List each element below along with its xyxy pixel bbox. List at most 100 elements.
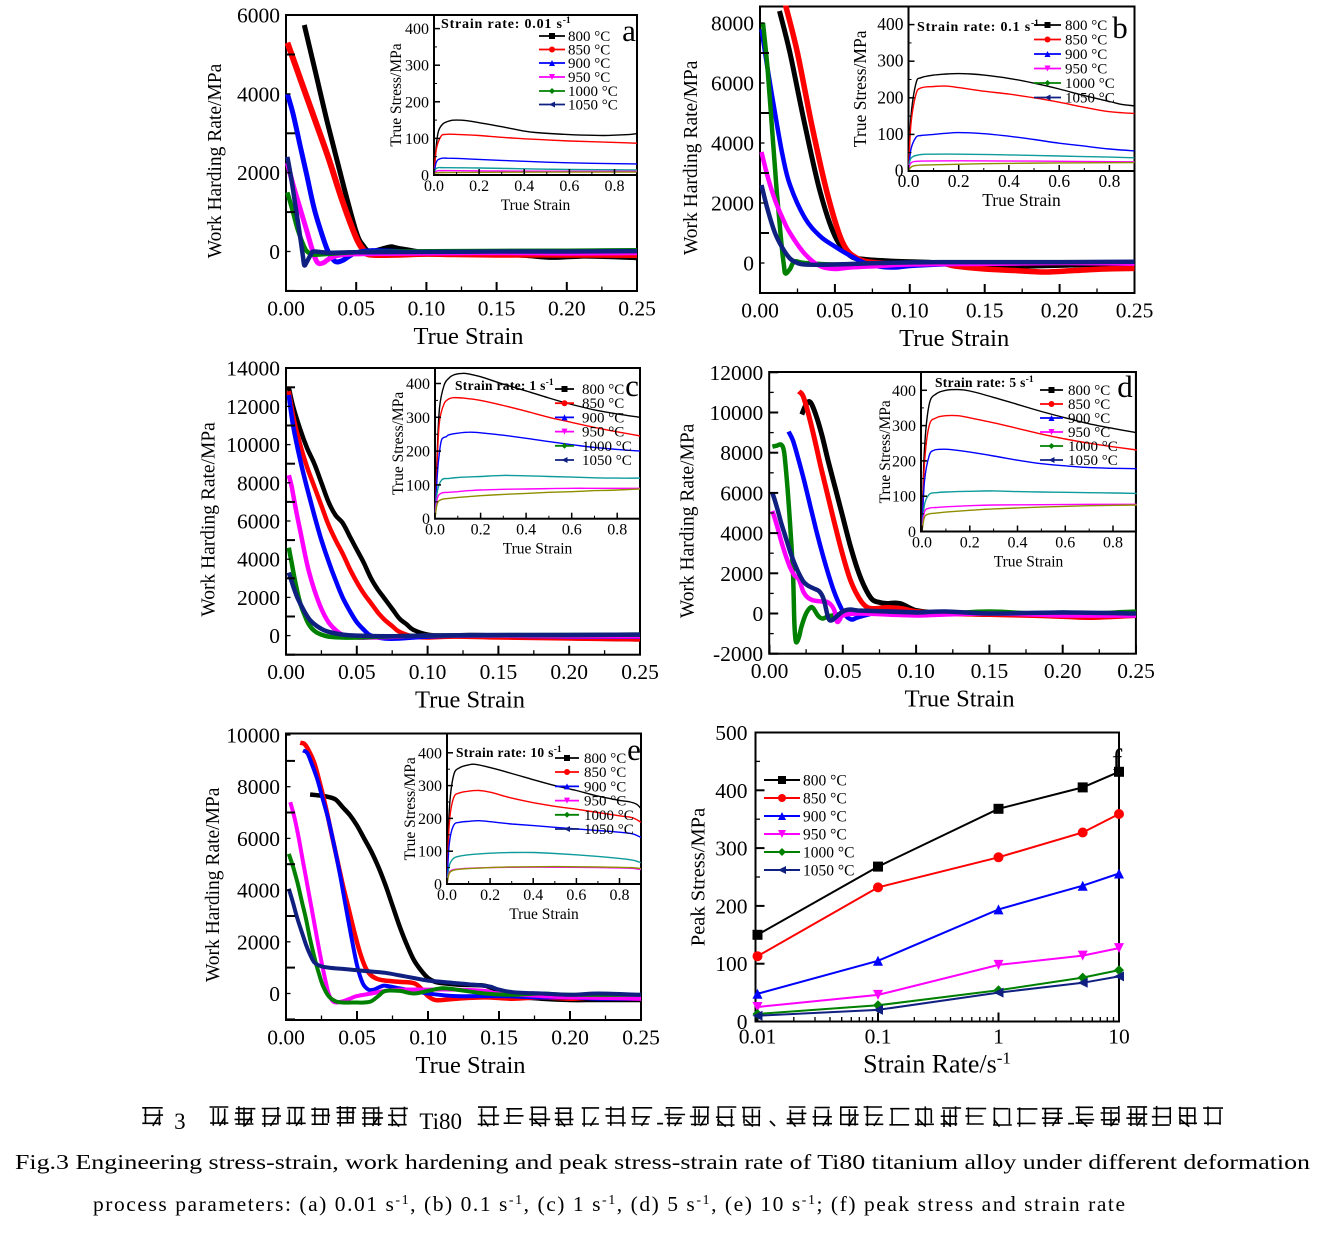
svg-text:0.25: 0.25 (1117, 659, 1155, 683)
svg-text:0.8: 0.8 (610, 887, 630, 904)
svg-text:100: 100 (418, 844, 442, 861)
svg-text:0.05: 0.05 (816, 299, 854, 323)
svg-text:0.2: 0.2 (960, 535, 980, 552)
svg-text:a: a (622, 13, 636, 48)
svg-text:1050 °C: 1050 °C (584, 822, 634, 838)
svg-text:0: 0 (269, 982, 280, 1006)
svg-text:Work Harding Rate/MPa: Work Harding Rate/MPa (678, 423, 699, 618)
svg-text:300: 300 (715, 837, 747, 861)
svg-text:1000 °C: 1000 °C (1068, 439, 1118, 455)
svg-text:-: - (656, 1109, 664, 1134)
svg-text:0.6: 0.6 (566, 887, 586, 904)
svg-text:300: 300 (418, 778, 442, 795)
svg-text:300: 300 (892, 418, 916, 435)
svg-text:1050 °C: 1050 °C (582, 453, 632, 469)
svg-text:4000: 4000 (237, 879, 280, 903)
svg-text:100: 100 (892, 489, 916, 506)
svg-text:950 °C: 950 °C (1065, 62, 1107, 78)
svg-text:Fig.3 Engineering stress-st: Fig.3 Engineering stress-strain, work ha… (15, 1150, 1310, 1174)
svg-text:10000: 10000 (226, 724, 280, 748)
svg-text:0.0: 0.0 (425, 522, 445, 539)
svg-text:0.25: 0.25 (1116, 299, 1154, 323)
svg-text:e: e (627, 732, 641, 767)
svg-text:0.00: 0.00 (267, 660, 305, 684)
svg-text:0.10: 0.10 (409, 1026, 447, 1050)
svg-text:True Stress/MPa: True Stress/MPa (850, 30, 870, 147)
svg-text:Strain rate: 5 s-1: Strain rate: 5 s-1 (935, 375, 1034, 390)
svg-text:Work Harding Rate/MPa: Work Harding Rate/MPa (681, 60, 702, 255)
svg-text:850 °C: 850 °C (568, 43, 610, 59)
svg-text:0.00: 0.00 (751, 659, 789, 683)
svg-text:900 °C: 900 °C (1065, 47, 1107, 63)
svg-text:400: 400 (892, 383, 916, 400)
svg-text:0.00: 0.00 (267, 1026, 305, 1050)
svg-text:200: 200 (877, 87, 904, 107)
svg-text:200: 200 (418, 811, 442, 828)
svg-text:0: 0 (895, 161, 904, 181)
svg-text:850 °C: 850 °C (584, 765, 626, 781)
svg-text:4000: 4000 (237, 82, 280, 106)
svg-text:800 °C: 800 °C (803, 772, 847, 789)
svg-text:0.25: 0.25 (622, 1026, 660, 1050)
svg-text:-2000: -2000 (713, 642, 763, 666)
svg-text:2000: 2000 (711, 192, 754, 216)
svg-text:0.25: 0.25 (621, 660, 659, 684)
svg-text:2000: 2000 (237, 586, 280, 610)
svg-text:0: 0 (421, 168, 429, 185)
svg-text:200: 200 (892, 453, 916, 470)
svg-text:800 °C: 800 °C (582, 382, 624, 398)
svg-text:0: 0 (269, 624, 280, 648)
svg-text:0.20: 0.20 (551, 1026, 589, 1050)
svg-text:1050 °C: 1050 °C (1068, 453, 1118, 469)
svg-text:400: 400 (877, 14, 904, 34)
svg-text:200: 200 (406, 444, 430, 461)
svg-text:1050 °C: 1050 °C (803, 862, 854, 879)
svg-text:10: 10 (1108, 1025, 1130, 1049)
svg-text:12000: 12000 (226, 395, 280, 419)
svg-text:0.01: 0.01 (739, 1025, 777, 1049)
svg-text:0.4: 0.4 (1008, 535, 1028, 552)
svg-text:d: d (1117, 369, 1133, 404)
svg-text:2000: 2000 (237, 930, 280, 954)
svg-text:950 °C: 950 °C (1068, 425, 1110, 441)
svg-text:0.10: 0.10 (897, 659, 935, 683)
svg-text:14000: 14000 (226, 357, 280, 381)
svg-text:0: 0 (422, 511, 430, 528)
svg-text:0.25: 0.25 (618, 297, 656, 321)
svg-text:b: b (1112, 10, 1128, 45)
svg-text:8000: 8000 (237, 471, 280, 495)
svg-text:1000 °C: 1000 °C (582, 439, 632, 455)
svg-text:0.2: 0.2 (471, 522, 491, 539)
svg-text:300: 300 (406, 410, 430, 427)
svg-text:True Strain: True Strain (415, 1052, 525, 1079)
svg-text:2000: 2000 (720, 562, 763, 586)
svg-text:1050 °C: 1050 °C (568, 98, 618, 114)
svg-text:850 °C: 850 °C (1065, 33, 1107, 49)
svg-text:Peak Stress/MPa: Peak Stress/MPa (688, 808, 710, 946)
svg-text:6000: 6000 (237, 4, 280, 28)
svg-text:0.4: 0.4 (998, 171, 1020, 191)
svg-text:True Strain: True Strain (503, 541, 573, 558)
svg-text:0.2: 0.2 (469, 178, 489, 195)
svg-text:8000: 8000 (711, 12, 754, 36)
svg-text:0.20: 0.20 (548, 297, 586, 321)
svg-text:1000 °C: 1000 °C (803, 844, 854, 861)
svg-text:12000: 12000 (709, 361, 763, 385)
svg-text:0.4: 0.4 (514, 178, 534, 195)
svg-text:0.05: 0.05 (337, 297, 375, 321)
svg-text:850 °C: 850 °C (803, 790, 847, 807)
svg-text:Strain rate: 1 s-1: Strain rate: 1 s-1 (455, 378, 554, 393)
svg-text:0.6: 0.6 (559, 178, 579, 195)
svg-text:0.05: 0.05 (338, 660, 376, 684)
svg-text:1: 1 (993, 1025, 1004, 1049)
svg-text:500: 500 (715, 721, 747, 745)
svg-text:0.00: 0.00 (267, 297, 305, 321)
svg-text:800 °C: 800 °C (1068, 383, 1110, 399)
svg-text:400: 400 (418, 745, 442, 762)
svg-text:900 °C: 900 °C (584, 779, 626, 795)
svg-text:True Strain: True Strain (509, 906, 579, 923)
svg-text:6000: 6000 (711, 72, 754, 96)
svg-text:0.20: 0.20 (1041, 299, 1079, 323)
svg-text:400: 400 (715, 779, 747, 803)
svg-text:True Strain: True Strain (415, 687, 525, 714)
